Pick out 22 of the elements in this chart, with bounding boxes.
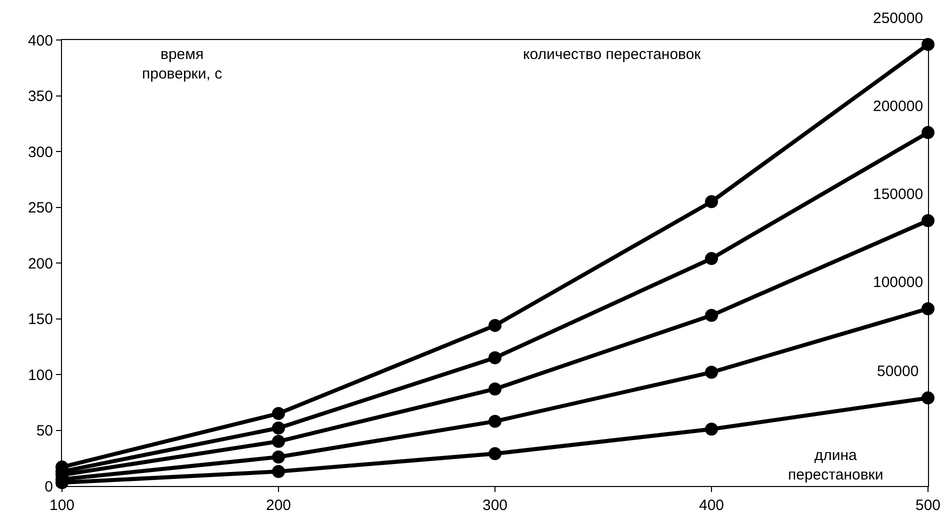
series-label: 200000	[873, 98, 924, 115]
y-tick-label: 0	[44, 478, 53, 496]
y-tick-label: 400	[28, 32, 53, 50]
x-tick-label: 400	[698, 497, 724, 514]
x-axis-title: длина перестановки	[788, 447, 884, 484]
series-label: 100000	[873, 274, 924, 291]
x-tick-label: 300	[482, 497, 508, 514]
y-tick-label: 200	[28, 255, 53, 272]
series-label: 50000	[877, 363, 919, 380]
y-tick-label: 100	[28, 366, 53, 384]
series-label: 250000	[873, 10, 924, 27]
x-tick-label: 500	[915, 497, 941, 514]
y-tick-label: 50	[36, 422, 53, 440]
y-tick-label: 300	[28, 144, 53, 161]
series-label: 150000	[873, 186, 924, 203]
legend-title: количество перестановок	[523, 46, 702, 63]
x-tick-label: 200	[266, 497, 292, 514]
y-tick-label: 250	[28, 200, 53, 216]
y-tick-label: 150	[28, 311, 53, 328]
y-axis-title: время проверки, с	[142, 46, 223, 82]
x-tick-label: 100	[49, 497, 75, 514]
y-tick-label: 350	[28, 88, 53, 105]
